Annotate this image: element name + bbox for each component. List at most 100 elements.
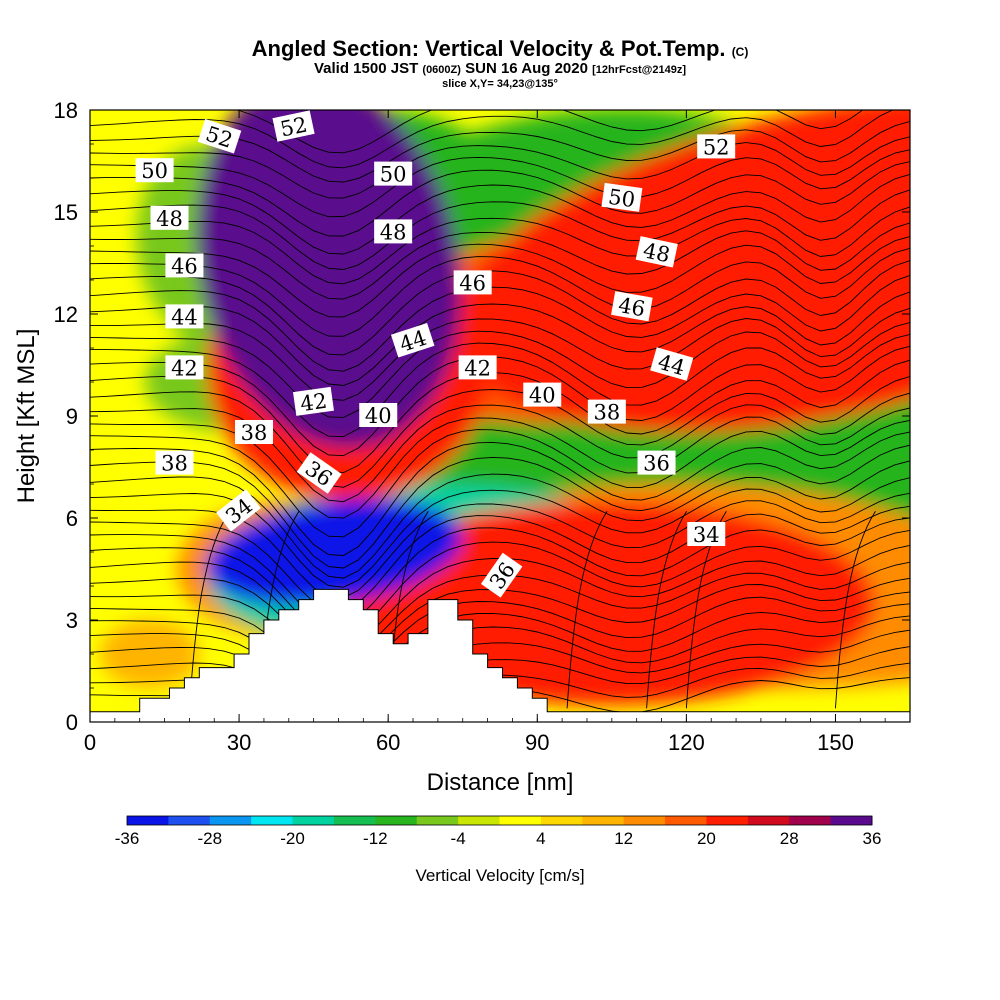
contour-label-text: 38 [241, 421, 268, 445]
theta-contour-line [90, 477, 910, 588]
theta-contour-line [90, 646, 910, 722]
colorbar-tick-label: 4 [536, 829, 545, 848]
colorbar-tick-label: -20 [280, 829, 305, 848]
contour-label: 50 [135, 158, 174, 183]
theta-contour-line [90, 189, 910, 270]
theta-contour-line [90, 517, 910, 626]
contour-label-text: 48 [156, 207, 183, 231]
contour-label-text: 38 [593, 401, 620, 425]
theta-contour-line [90, 392, 910, 503]
colorbar-label: Vertical Velocity [cm/s] [415, 866, 584, 885]
contour-label: 48 [374, 219, 413, 244]
x-tick-label: 120 [668, 730, 705, 755]
contour-label: 36 [637, 450, 676, 476]
y-tick-label: 6 [66, 506, 78, 531]
colorbar-swatch [333, 816, 376, 825]
contour-label: 42 [165, 355, 204, 380]
theta-contour-line [90, 505, 910, 612]
subtitle-date: SUN 16 Aug 2020 [465, 60, 588, 77]
slice-label: slice X,Y= 34,23@135° [442, 78, 558, 90]
contour-label-text: 50 [607, 185, 637, 212]
contour-label-text: 34 [693, 523, 720, 547]
colorbar-swatch [789, 816, 832, 825]
contour-label-bg [601, 182, 643, 212]
contour-label: 38 [587, 399, 626, 425]
colorbar-tick-label: 20 [697, 829, 716, 848]
contour-label: 34 [687, 522, 726, 547]
contour-label-bg [165, 253, 204, 278]
colorbar-swatch [127, 816, 169, 825]
theta-contour-line [90, 260, 910, 356]
chart-title-text: Angled Section: Vertical Velocity & Pot.… [251, 36, 726, 61]
contour-label-bg [650, 347, 694, 381]
y-tick-label: 3 [66, 608, 78, 633]
contour-label-bg [453, 270, 492, 295]
theta-contour-line [90, 345, 910, 457]
contour-label-bg [587, 399, 626, 424]
contour-label-bg [135, 158, 174, 183]
colorbar-swatch [458, 816, 500, 825]
y-tick-label: 18 [54, 98, 78, 123]
terrain [89, 588, 911, 723]
contour-label: 50 [601, 182, 643, 212]
colorbar-swatch [582, 816, 625, 825]
chart-title-mark: (C) [731, 45, 749, 59]
colorbar-swatch [706, 816, 749, 825]
theta-contour-line [90, 149, 910, 218]
y-tick-label: 12 [54, 302, 78, 327]
theta-contour-line [90, 629, 910, 721]
subtitle-utc: (0600Z) [422, 64, 461, 76]
theta-contour-line [90, 375, 910, 488]
colorbar-swatch [747, 816, 790, 825]
contour-label-bg [480, 552, 523, 598]
theta-contour-line [188, 510, 230, 709]
contour-label: 38 [235, 420, 273, 445]
colorbar-swatch [540, 816, 583, 825]
colorbar-tick-label: -36 [115, 829, 140, 848]
theta-contour-line [90, 419, 910, 538]
contour-label-text: 50 [380, 163, 407, 187]
theta-contour-line [90, 236, 910, 318]
x-tick-label: 150 [817, 730, 854, 755]
x-axis-label: Distance [nm] [427, 769, 574, 796]
contour-label: 50 [374, 161, 413, 187]
x-tick-label: 0 [84, 730, 96, 755]
theta-contour-line [90, 615, 910, 709]
colorbar-swatch [251, 816, 294, 825]
colorbar-swatch [416, 816, 459, 825]
contour-label-bg [293, 386, 334, 416]
contour-label-bg [155, 450, 194, 475]
contour-label: 46 [165, 253, 204, 278]
contour-label-bg [165, 304, 204, 329]
colorbar: -36 -28 -20 -12 -4 4 12 20 28 36 [115, 815, 882, 848]
colorbar-tick-label: -28 [197, 829, 222, 848]
contour-label-text: 44 [171, 305, 198, 329]
contour-label: 44 [390, 322, 435, 358]
contour-label: 42 [458, 355, 497, 380]
contour-label-bg [687, 522, 726, 546]
contour-label-text: 50 [141, 159, 168, 183]
subtitle-forecast: [12hrFcst@2149z] [592, 64, 686, 76]
theta-contour-line [90, 444, 910, 569]
contour-label: 38 [155, 450, 194, 476]
contour-label-bg [165, 355, 204, 380]
colorbar-tick-label: 36 [863, 829, 882, 848]
contour-label-bg [374, 161, 413, 186]
contour-label: 46 [453, 270, 492, 295]
contour-label: 52 [272, 110, 315, 142]
y-tick-label: 9 [66, 404, 78, 429]
contour-label-bg [697, 134, 736, 159]
theta-contour-line [90, 407, 910, 519]
contour-label-bg [374, 219, 413, 244]
theta-contour-line [90, 460, 910, 579]
contour-label: 42 [293, 386, 334, 416]
plot-area [90, 110, 910, 722]
theta-contour-line [90, 206, 910, 285]
colorbar-tick-label: 12 [614, 829, 633, 848]
contour-label-bg [637, 450, 676, 475]
contour-label-text: 36 [643, 452, 670, 476]
colorbar-swatch [665, 816, 707, 825]
contour-label-bg [359, 403, 398, 427]
contour-label-text: 42 [171, 356, 198, 380]
y-tick-label: 0 [66, 710, 78, 735]
